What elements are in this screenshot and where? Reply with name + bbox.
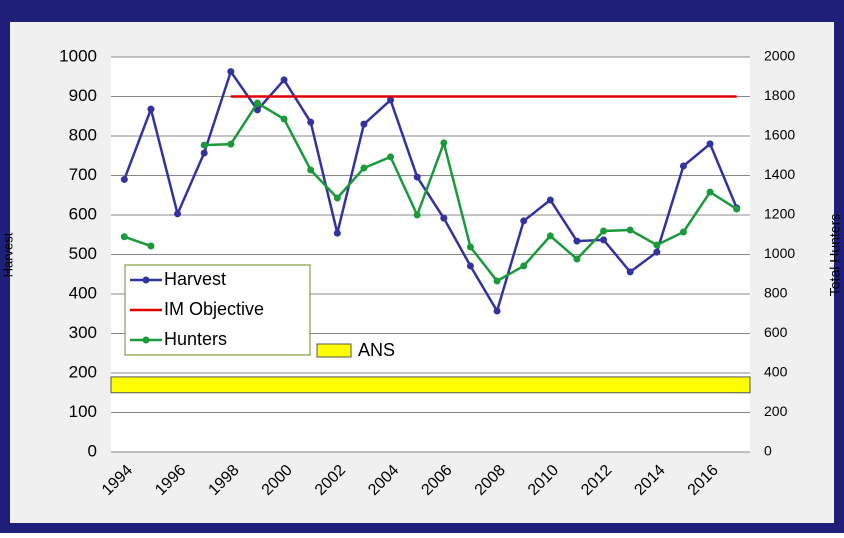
point [466,243,474,251]
y-tick-label: 900 [69,86,97,105]
y2-tick-label: 200 [764,403,788,419]
legend-label: Harvest [164,269,226,289]
point [360,164,368,172]
y-tick-label: 400 [69,283,97,302]
point [253,106,261,114]
y2-tick-label: 2000 [764,48,795,64]
point [413,211,421,219]
point [253,99,261,107]
point [147,105,155,113]
y-tick-label: 1000 [59,46,97,65]
point [600,227,608,235]
point [120,175,128,183]
y2-axis-title: Total Hunters [827,214,843,296]
y-tick-label: 200 [69,362,97,381]
y2-tick-label: 400 [764,364,788,380]
point [280,76,288,84]
point [626,268,634,276]
y-tick-label: 600 [69,204,97,223]
y-axis-title: Harvest [0,232,15,277]
legend-marker [142,336,150,344]
series-line [123,68,738,315]
y2-tick-label: 1800 [764,87,795,103]
point [440,214,448,222]
point [493,307,501,315]
point [387,96,395,104]
y-tick-label: 500 [69,244,97,263]
point [573,237,581,245]
y-tick-label: 0 [88,441,97,460]
point [227,68,235,76]
point [413,173,421,181]
point [440,139,448,147]
y2-tick-label: 1400 [764,166,795,182]
point [174,210,182,218]
ans-band [110,376,751,394]
point [147,242,155,250]
point [387,153,395,161]
point [200,141,208,149]
point [200,149,208,157]
legend-label: IM Objective [164,299,264,319]
legend-swatch [316,343,352,358]
point [520,262,528,270]
point [653,241,661,249]
point [227,140,235,148]
point [626,226,634,234]
point [600,236,608,244]
point [520,217,528,225]
point [466,262,474,270]
point [706,188,714,196]
point [733,205,741,213]
point [706,140,714,148]
point [307,118,315,126]
legend-marker [142,276,150,284]
point [573,255,581,263]
point [360,120,368,128]
y-tick-label: 300 [69,323,97,342]
y-tick-label: 800 [69,125,97,144]
point [546,196,554,204]
point [307,166,315,174]
legend-label: Hunters [164,329,227,349]
point [679,162,687,170]
y2-tick-label: 800 [764,285,788,301]
y2-tick-label: 1000 [764,245,795,261]
point [493,277,501,285]
point [653,248,661,256]
y2-tick-label: 1600 [764,127,795,143]
point [280,115,288,123]
point [333,229,341,237]
legend-label: ANS [358,340,395,360]
y-tick-label: 700 [69,165,97,184]
y2-tick-label: 0 [764,443,772,459]
y2-tick-label: 600 [764,324,788,340]
y2-tick-label: 1200 [764,206,795,222]
point [546,232,554,240]
y-tick-label: 100 [69,402,97,421]
point [333,194,341,202]
point [679,228,687,236]
point [120,233,128,241]
